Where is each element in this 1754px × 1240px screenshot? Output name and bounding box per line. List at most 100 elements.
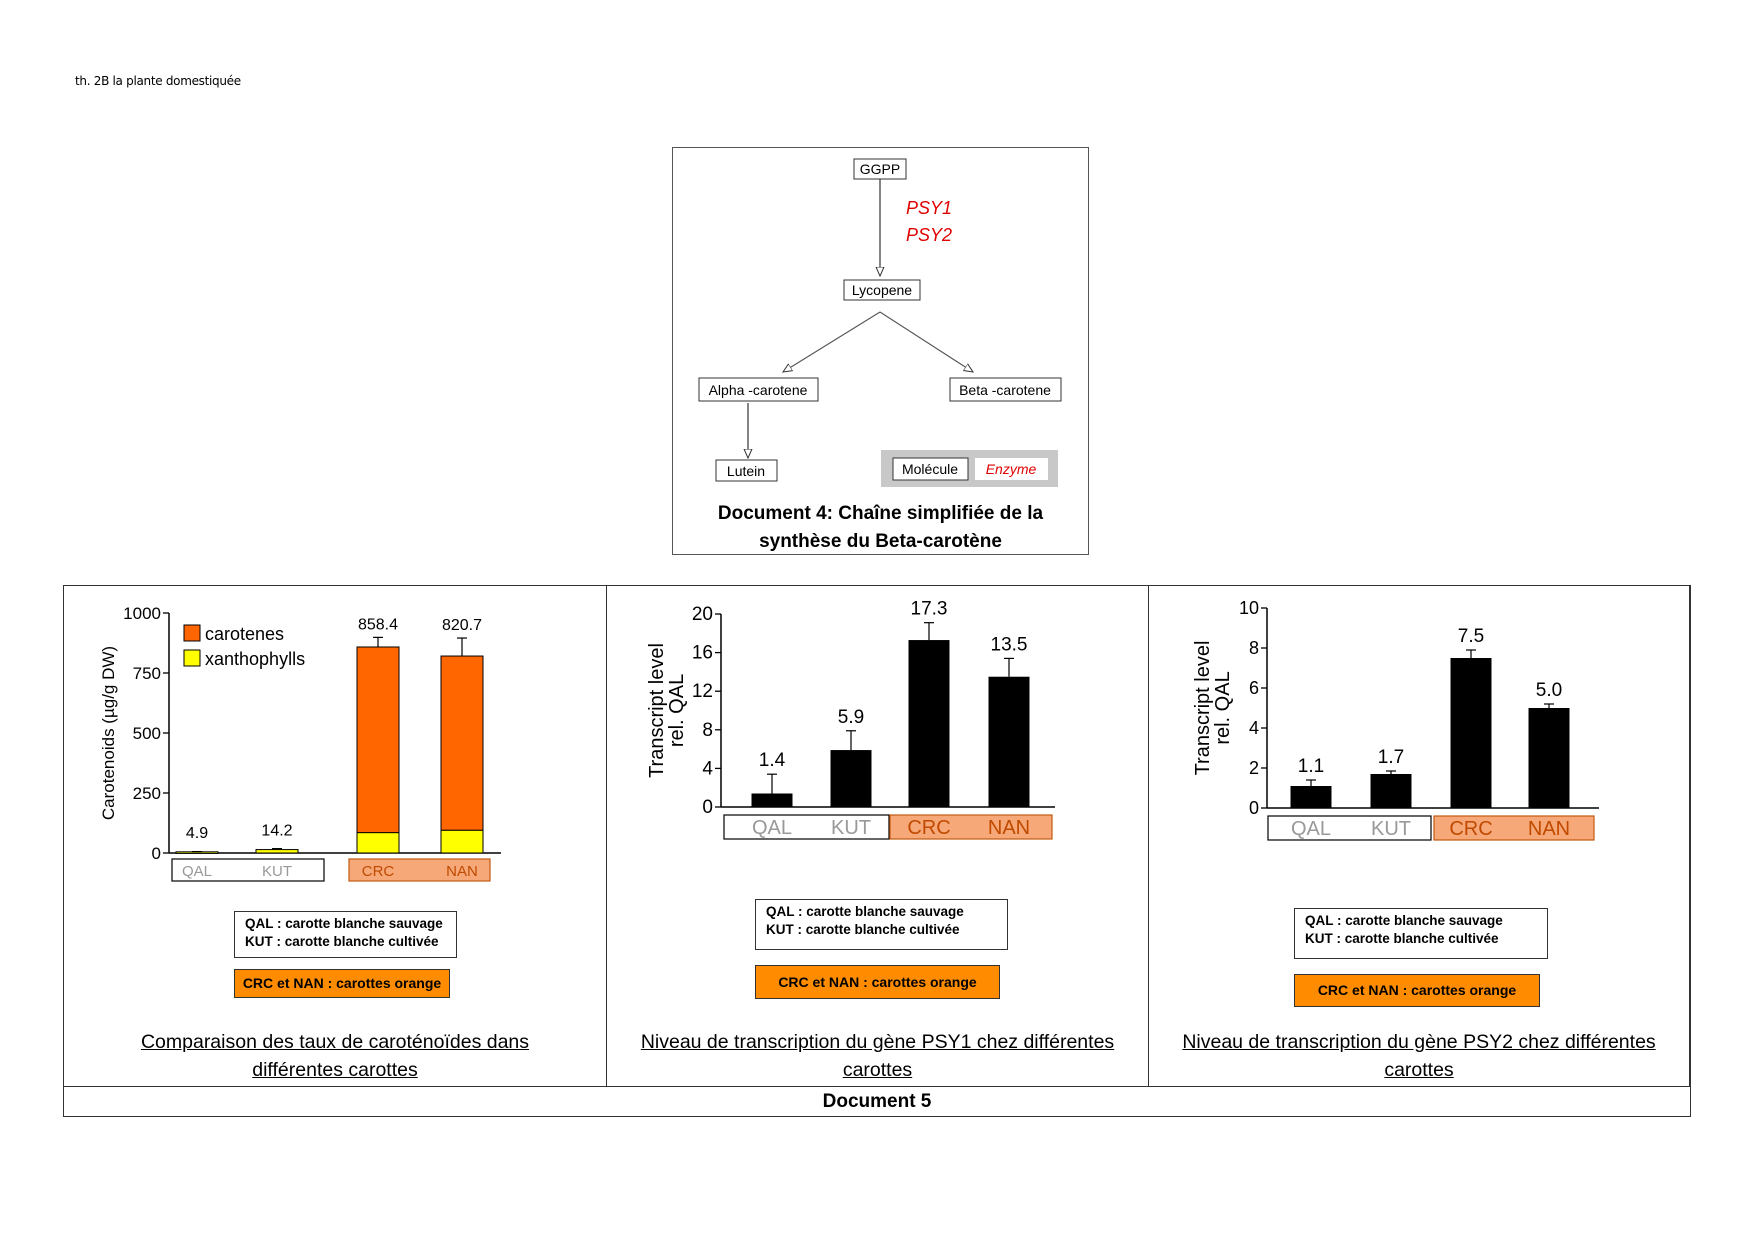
bar-xanthophylls-crc <box>356 832 400 854</box>
panel-psy1: 0 4 8 12 16 20 Transcript level rel. QAL 1.4 5.9 1… <box>607 586 1149 1086</box>
document-4-diagram: GGPP PSY1 PSY2 Lycopene Alpha -carotene … <box>672 147 1089 555</box>
category-label-nan: NAN <box>988 817 1030 839</box>
y-tick-label: 10 <box>1239 598 1259 618</box>
bar-kut <box>830 750 872 807</box>
enzyme-psy2: PSY2 <box>906 225 952 245</box>
y-tick-label: 500 <box>133 724 161 743</box>
category-label-crc: CRC <box>1449 818 1492 840</box>
y-axis-label: rel. QAL <box>1212 671 1234 744</box>
panel-3-caption: Niveau de transcription du gène PSY2 che… <box>1182 1031 1656 1081</box>
category-box-orange <box>889 814 1053 840</box>
bar-nan <box>988 676 1030 807</box>
legend-label-xanthophylls: xanthophylls <box>205 649 305 669</box>
bar-qal <box>1290 786 1332 808</box>
bar-xanthophylls-kut <box>255 849 299 854</box>
legend-label-carotenes: carotenes <box>205 624 284 644</box>
node-ggpp: GGPP <box>860 161 900 177</box>
category-box-white <box>1267 815 1432 841</box>
category-label-nan: NAN <box>1528 818 1570 840</box>
legend-orange-box: CRC et NAN : carottes orange <box>755 965 1000 999</box>
value-label-nan: 820.7 <box>442 617 482 634</box>
bar-carotenes-nan <box>440 655 484 831</box>
category-box-orange <box>1433 815 1595 841</box>
y-tick-label: 4 <box>1249 718 1259 738</box>
category-label-crc: CRC <box>362 863 395 880</box>
bar-carotenes-crc <box>356 646 400 834</box>
node-lycopene: Lycopene <box>852 282 912 298</box>
category-label-kut: KUT <box>262 863 292 880</box>
y-axis-label: Transcript level <box>646 643 668 778</box>
node-beta-box <box>949 377 1062 402</box>
value-label-nan: 13.5 <box>991 634 1028 655</box>
node-alpha-carotene: Alpha -carotene <box>709 382 808 398</box>
legend-white-box: QAL : carotte blanche sauvage KUT : caro… <box>234 911 457 958</box>
y-tick-label: 0 <box>152 844 161 863</box>
category-label-qal: QAL <box>752 817 792 839</box>
node-alpha-box <box>698 377 819 402</box>
value-label-crc: 858.4 <box>358 616 398 633</box>
bar-qal <box>751 793 793 807</box>
value-label-nan: 5.0 <box>1536 680 1562 701</box>
category-box-white <box>723 814 890 840</box>
legend-white-box: QAL : carotte blanche sauvage KUT : caro… <box>755 899 1008 950</box>
value-label-kut: 5.9 <box>838 707 864 728</box>
node-lycopene-box <box>843 279 921 301</box>
y-tick-label: 750 <box>133 664 161 683</box>
category-label-crc: CRC <box>907 817 950 839</box>
y-tick-label: 8 <box>1249 638 1259 658</box>
value-label-qal: 1.4 <box>759 750 786 771</box>
category-label-kut: KUT <box>831 817 871 839</box>
carotenoids-chart: 0 250 500 750 1000 Carotenoids (µg/g DW) 4.9 14… <box>99 604 501 882</box>
category-label-qal: QAL <box>1291 818 1331 840</box>
y-tick-label: 16 <box>692 643 713 664</box>
legend-white-box: QAL : carotte blanche sauvage KUT : caro… <box>1294 908 1548 959</box>
panel-2-caption: Niveau de transcription du gène PSY1 che… <box>640 1031 1115 1081</box>
bar-crc <box>1450 658 1492 808</box>
value-label-qal: 1.1 <box>1298 756 1324 777</box>
category-label-qal: QAL <box>182 863 212 880</box>
enzyme-psy1: PSY1 <box>906 198 952 218</box>
y-tick-label: 0 <box>702 797 713 818</box>
node-beta-carotene: Beta -carotene <box>959 382 1051 398</box>
y-tick-label: 2 <box>1249 758 1259 778</box>
y-tick-label: 6 <box>1249 678 1259 698</box>
page-header: th. 2B la plante domestiquée <box>75 74 241 88</box>
panel-carotenoids: 0 250 500 750 1000 Carotenoids (µg/g DW) 4.9 14… <box>64 586 607 1086</box>
value-label-crc: 7.5 <box>1458 626 1484 647</box>
bar-crc <box>908 640 950 807</box>
y-tick-label: 1000 <box>123 604 161 623</box>
value-label-kut: 1.7 <box>1378 747 1404 768</box>
document-5-footer: Document 5 <box>64 1086 1690 1117</box>
y-tick-label: 0 <box>1249 798 1259 818</box>
y-tick-label: 20 <box>692 604 713 625</box>
y-tick-label: 4 <box>702 758 713 779</box>
category-box-orange <box>348 858 491 882</box>
node-lutein: Lutein <box>727 463 765 479</box>
bar-nan <box>1528 708 1570 808</box>
bar-xanthophylls-nan <box>440 829 484 854</box>
pathway-diagram: GGPP PSY1 PSY2 Lycopene Alpha -carotene … <box>698 158 1062 487</box>
bar-kut <box>1370 774 1412 808</box>
category-label-kut: KUT <box>1371 818 1411 840</box>
category-box-white <box>171 858 325 882</box>
legend-swatch-xanthophylls <box>183 649 201 667</box>
document-5-table: 0 250 500 750 1000 Carotenoids (µg/g DW) 4.9 14… <box>63 585 1691 1117</box>
legend-orange-box: CRC et NAN : carottes orange <box>234 969 450 998</box>
legend-swatch-carotenes <box>183 624 201 642</box>
category-label-nan: NAN <box>446 863 478 880</box>
y-axis-label: Transcript level <box>1192 641 1214 776</box>
legend-enzyme: Enzyme <box>986 461 1037 477</box>
y-axis-label: Carotenoids (µg/g DW) <box>99 646 118 820</box>
panel-1-caption: Comparaison des taux de caroténoïdes dan… <box>140 1031 530 1081</box>
panel-psy2: 0 2 4 6 8 10 Transcript level rel. QAL 1.1 1.7 7.5… <box>1149 586 1690 1086</box>
y-tick-label: 12 <box>692 681 713 702</box>
value-label-qal: 4.9 <box>186 825 208 842</box>
y-axis-label: rel. QAL <box>666 674 688 747</box>
y-tick-label: 250 <box>133 784 161 803</box>
value-label-crc: 17.3 <box>911 599 948 620</box>
value-label-kut: 14.2 <box>261 823 292 840</box>
legend-orange-box: CRC et NAN : carottes orange <box>1294 974 1540 1007</box>
document-4-caption: Document 4: Chaîne simplifiée de la synt… <box>717 503 1044 552</box>
